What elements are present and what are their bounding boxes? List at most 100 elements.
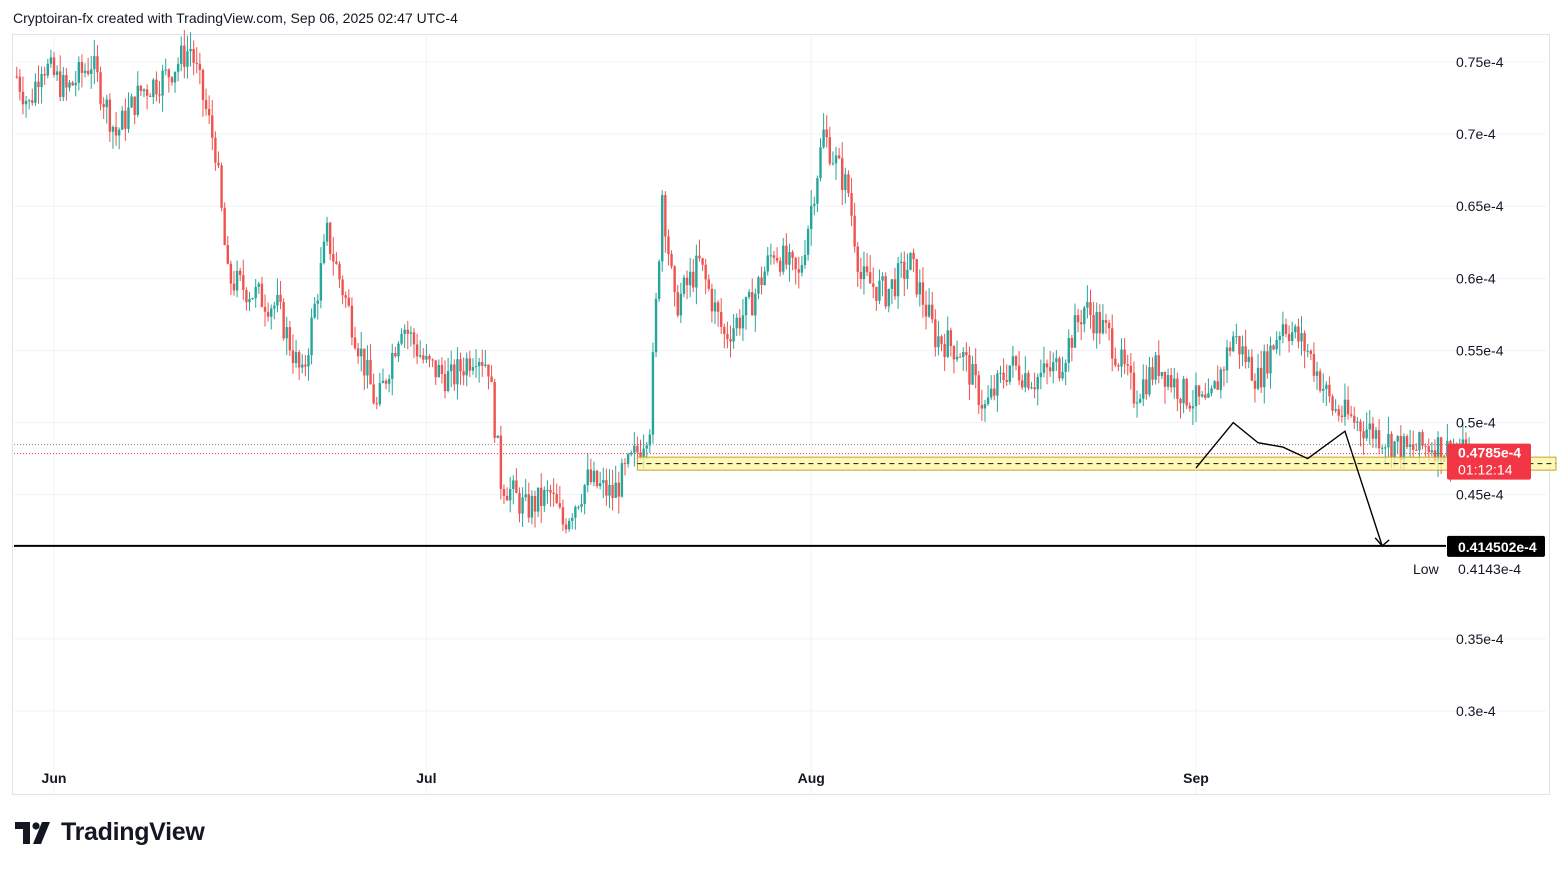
candle-body-up [971,364,974,385]
candle-body-up [387,378,391,384]
candle-body-up [105,99,108,108]
candle-body-up [816,178,819,204]
candle-body-down [282,302,285,339]
price-tick-label: 0.35e-4 [1456,631,1504,647]
candle-body-down [931,304,934,320]
candle-body-up [806,229,810,255]
candle-body-down [1362,431,1365,439]
candle-body-up [754,293,757,316]
candle-body-down [993,388,996,396]
candle-body-up [1036,377,1039,390]
candle-body-down [1048,367,1052,372]
candle-body-down [260,283,264,307]
candle-body-down [1079,322,1083,325]
candle-body-down [1328,384,1331,397]
candle-body-down [1415,449,1418,451]
candle-body-down [422,355,425,360]
candle-body-down [369,359,372,385]
candle-body-up [437,364,441,378]
candle-body-up [496,435,499,438]
candle-body-up [257,283,261,287]
candle-body-up [173,71,177,83]
candle-body-down [1092,315,1095,334]
candle-body-down [145,89,149,96]
candle-body-down [698,255,701,259]
candle-body-up [620,463,624,497]
candle-body-down [353,337,357,349]
candle-body-down [226,245,229,264]
candle-body-down [344,295,347,298]
candle-body-up [983,404,987,409]
candle-body-down [968,355,971,385]
candles [15,29,1471,534]
candle-body-up [1191,406,1195,409]
candle-body-down [943,343,946,357]
candle-body-up [285,327,288,339]
candle-body-up [1430,450,1434,453]
candle-body-down [80,61,84,73]
candle-body-up [1008,365,1012,382]
candle-body-up [1024,373,1027,388]
price-tick-label: 0.45e-4 [1456,487,1504,503]
candle-body-up [27,100,31,102]
candle-body-up [763,271,766,286]
candle-body-down [527,494,530,518]
candle-body-up [248,298,251,303]
tradingview-logo[interactable]: TradingView [15,818,205,847]
candle-body-up [1396,436,1399,442]
candle-body-down [1424,445,1427,447]
candle-body-up [813,203,816,206]
candle-body-up [651,352,655,435]
candle-body-down [481,362,484,366]
candle-body-up [909,252,912,270]
candle-body-down [394,353,397,357]
candle-body-down [720,311,723,327]
candle-body-down [1439,437,1443,462]
candle-body-down [772,255,776,258]
candle-body-up [1182,378,1185,404]
candle-body-down [155,79,158,95]
candle-body-up [409,332,413,334]
candle-body-up [732,328,735,342]
candle-body-up [391,353,394,379]
candle-body-down [1111,328,1114,359]
candle-body-down [977,375,980,406]
candle-body-down [1228,347,1232,352]
candle-body-down [487,364,490,377]
chart-header: Cryptoiran-fx created with TradingView.c… [13,10,458,26]
candle-body-down [263,306,267,312]
candle-body-up [546,490,549,492]
countdown-label: 01:12:14 [1458,462,1513,478]
candle-body-down [15,76,18,78]
candle-body-down [1098,312,1101,334]
candle-body-down [558,503,562,508]
candle-body-down [738,317,742,329]
candle-body-up [822,129,825,148]
candle-body-up [1135,402,1139,404]
price-tick-label: 0.6e-4 [1456,270,1496,286]
candle-body-down [856,246,859,272]
candle-body-down [1058,358,1061,379]
candle-body-up [1269,345,1272,374]
candle-body-down [940,336,943,344]
candle-body-up [1064,362,1067,372]
candle-body-up [602,480,605,484]
candle-body-down [1284,324,1288,334]
candle-body-down [716,302,720,312]
candle-body-down [605,480,608,496]
candle-body-up [1207,393,1210,398]
candle-body-up [381,380,385,384]
candle-body-down [31,100,34,103]
candle-body-down [1021,380,1024,388]
candle-body-down [490,376,493,383]
candle-body-up [366,359,369,376]
candle-body-up [788,252,791,265]
candle-body-down [1123,349,1126,365]
candle-body-down [1070,338,1074,348]
candle-body-up [77,61,81,83]
candle-body-up [512,480,515,490]
candle-body-down [841,158,844,190]
candle-body-down [1318,371,1322,391]
price-tags: 0.4785e-401:12:14 0.414502e-4 [1447,443,1545,557]
